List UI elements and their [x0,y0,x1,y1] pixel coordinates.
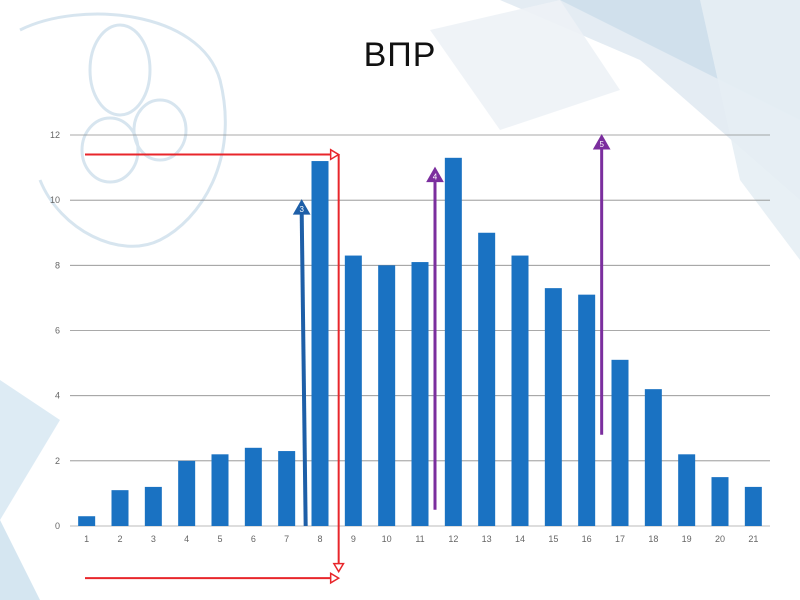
arrow-label: 3 [299,205,304,214]
bar [311,161,329,527]
x-tick-label: 19 [682,534,692,544]
x-tick-label: 1 [84,534,89,544]
x-tick-label: 4 [184,534,189,544]
y-tick-label: 10 [50,195,60,205]
bar [144,486,162,526]
x-tick-label: 6 [251,534,256,544]
x-tick-label: 18 [648,534,658,544]
bar [244,447,262,526]
bar [578,294,596,526]
x-tick-label: 15 [548,534,558,544]
x-tick-label: 10 [382,534,392,544]
x-tick-label: 8 [317,534,322,544]
bar [411,262,429,526]
y-tick-label: 8 [55,260,60,270]
x-tick-label: 12 [448,534,458,544]
arrow-label: 4 [433,173,438,182]
bar [711,477,729,526]
bar [278,451,296,526]
up-arrow-head [426,166,444,183]
y-tick-label: 6 [55,326,60,336]
x-tick-label: 16 [582,534,592,544]
y-tick-label: 12 [50,130,60,140]
bar [111,490,129,526]
bar [211,454,229,526]
arrow-head [329,148,341,161]
x-tick-label: 7 [284,534,289,544]
bar [611,359,629,526]
bar [378,265,396,526]
slide-title: ВПР [363,36,437,74]
arrow-label: 5 [599,140,604,149]
bars [78,157,762,527]
bar [478,232,496,526]
x-tick-label: 20 [715,534,725,544]
bar [78,516,96,526]
x-tick-labels: 1 2 3 4 5 6 7 8 9 10 11 12 13 14 15 16 17 18 19 20 21 [84,534,758,544]
x-tick-label: 17 [615,534,625,544]
bar [511,255,529,526]
arrow-head [332,562,345,574]
bar [678,454,696,526]
up-arrow-head [592,133,611,150]
x-tick-label: 14 [515,534,525,544]
bar [444,157,462,526]
y-tick-labels: 0 2 4 6 8 10 12 [50,130,60,531]
y-tick-label: 0 [55,521,60,531]
x-tick-label: 21 [748,534,758,544]
x-tick-label: 9 [351,534,356,544]
bar [644,389,662,526]
x-tick-label: 2 [117,534,122,544]
x-tick-label: 13 [482,534,492,544]
y-tick-label: 2 [55,456,60,466]
y-tick-label: 4 [55,391,60,401]
x-tick-label: 5 [217,534,222,544]
bar [544,288,562,526]
bar [744,486,762,526]
bar [178,460,196,526]
x-tick-label: 11 [415,534,424,544]
arrow-head [329,572,341,585]
up-arrow-head [292,199,311,215]
bar [344,255,362,526]
x-tick-label: 3 [151,534,156,544]
up-arrow [299,210,308,527]
annotation-arrows: 3 4 5 [85,133,611,585]
